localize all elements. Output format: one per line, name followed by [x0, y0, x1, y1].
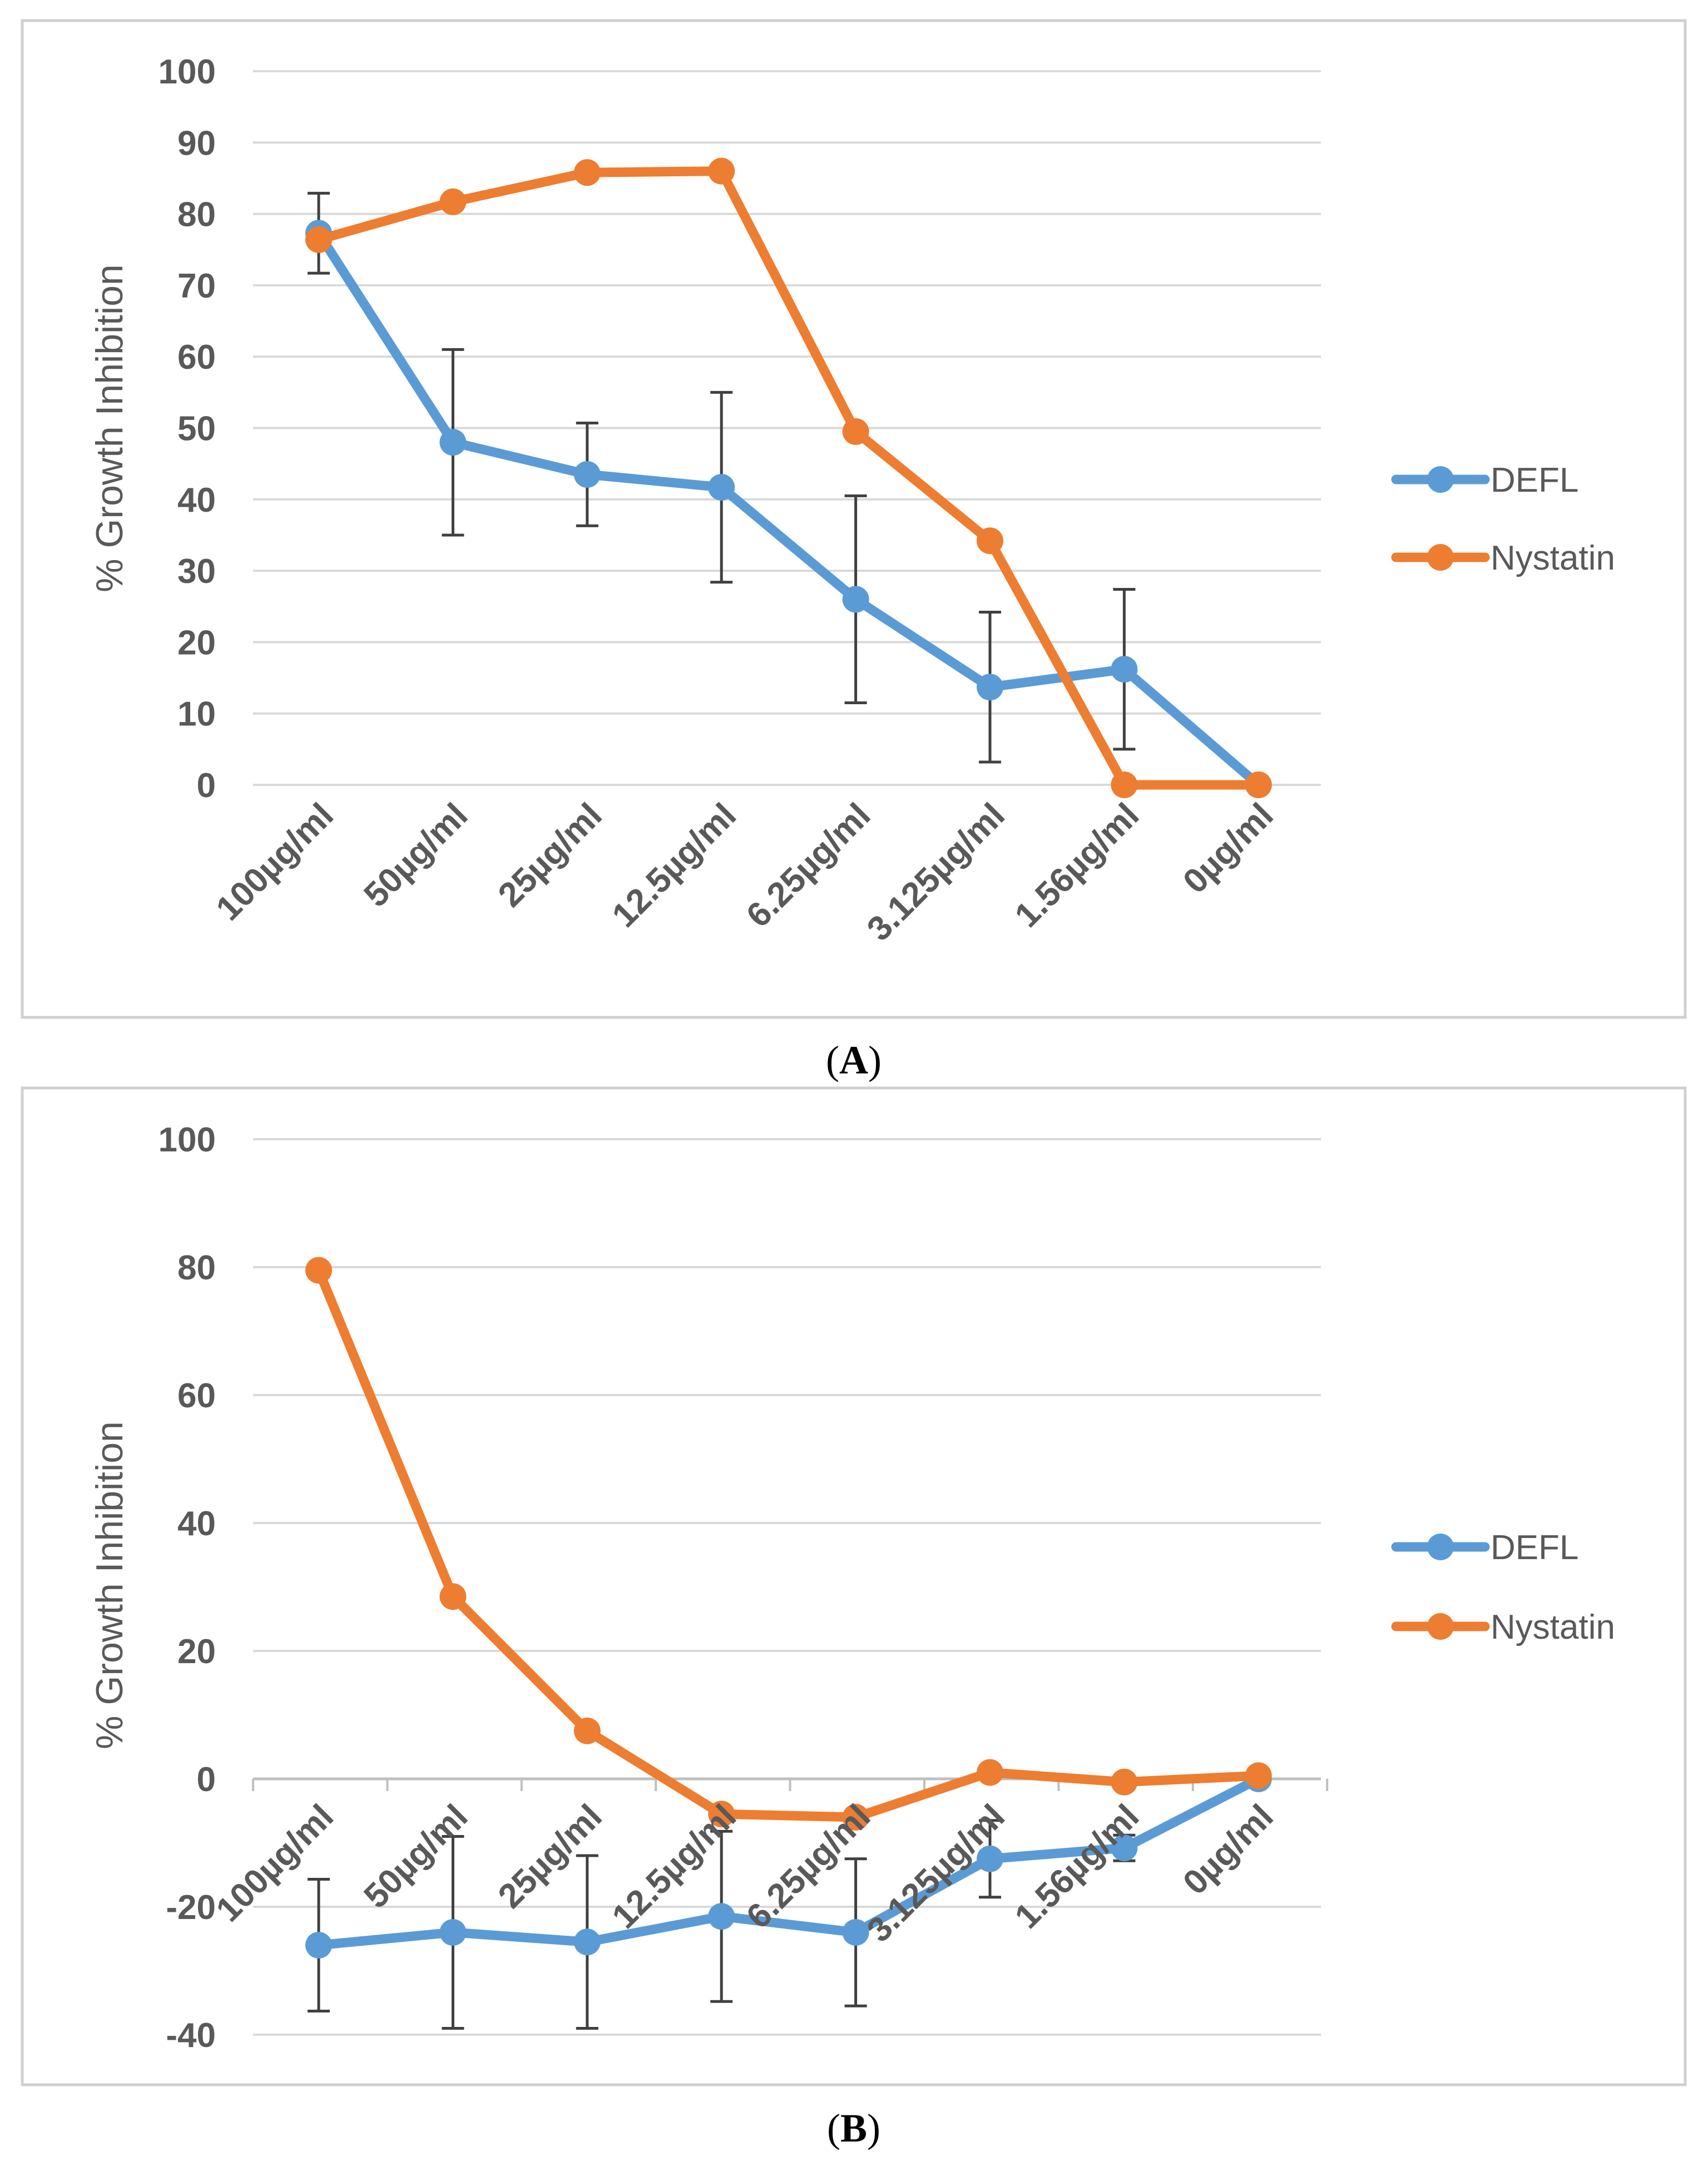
chart-b-y-axis-title: % Growth Inhibition	[88, 1421, 131, 1749]
data-point-defl	[708, 473, 735, 501]
series-nystatin	[305, 1257, 1272, 1831]
legend-swatch-marker	[1427, 1534, 1454, 1560]
chart-b-caption: (B)	[827, 2106, 880, 2150]
y-tick-label: 30	[177, 552, 216, 591]
chart-b-y-ticks: -40 -20 0 20 40 60 80 100	[159, 1121, 216, 2055]
chart-a-gridlines	[253, 70, 1321, 786]
chart-a-y-ticks: 0 10 20 30 40 50 60 70 80 90 100	[159, 53, 216, 805]
legend-swatch-marker	[1427, 1613, 1454, 1640]
y-tick-label: 20	[177, 624, 216, 662]
y-tick-label: 90	[177, 124, 216, 162]
legend-item-nystatin: Nystatin	[1391, 539, 1615, 577]
data-point-nystatin	[439, 188, 467, 215]
y-tick-label: 20	[177, 1633, 216, 1671]
data-point-nystatin	[708, 1801, 735, 1828]
chart-b-frame	[21, 1086, 1687, 2086]
data-point-defl	[977, 674, 1003, 701]
data-point-nystatin	[573, 1717, 601, 1744]
data-point-defl	[573, 461, 601, 488]
legend-item-nystatin: Nystatin	[1391, 1608, 1615, 1646]
chart-a-frame	[21, 19, 1687, 1019]
y-tick-label: 60	[177, 1377, 216, 1415]
data-point-nystatin	[977, 527, 1003, 555]
data-point-defl	[708, 1903, 735, 1930]
data-point-nystatin	[977, 1759, 1003, 1786]
data-point-defl	[842, 586, 869, 613]
y-tick-label: 100	[159, 1121, 216, 1159]
y-tick-label: -20	[166, 1888, 216, 1927]
y-tick-label: 80	[177, 1249, 216, 1287]
y-tick-label: 40	[177, 1505, 216, 1543]
chart-a-caption: (A)	[826, 1038, 882, 1082]
data-point-defl	[977, 1845, 1003, 1872]
data-point-nystatin	[439, 1583, 467, 1610]
legend-label: Nystatin	[1491, 539, 1615, 577]
chart-b-series	[305, 1257, 1272, 2030]
data-point-defl	[1111, 656, 1138, 683]
data-point-defl	[305, 1932, 332, 1959]
data-point-nystatin	[842, 418, 869, 445]
series-line-nystatin	[314, 1265, 1264, 1822]
legend-swatch-marker	[1427, 544, 1454, 571]
y-tick-label: 80	[177, 196, 216, 234]
legend-label: Nystatin	[1491, 1608, 1615, 1646]
series-nystatin	[305, 157, 1272, 798]
legend-item-defl: DEFL	[1391, 1529, 1578, 1567]
legend-item-defl: DEFL	[1391, 461, 1578, 500]
legend-label: DEFL	[1491, 461, 1578, 500]
data-point-nystatin	[1245, 1762, 1272, 1789]
y-tick-label: 70	[177, 267, 216, 305]
data-point-nystatin	[842, 1804, 869, 1831]
data-point-defl	[573, 1928, 601, 1956]
y-tick-label: 50	[177, 410, 216, 448]
y-tick-label: 10	[177, 695, 216, 734]
chart-a-series	[305, 157, 1272, 798]
series-line-nystatin	[314, 166, 1264, 790]
y-tick-label: -40	[166, 2016, 216, 2055]
y-tick-label: 40	[177, 481, 216, 520]
data-point-nystatin	[708, 157, 735, 185]
data-point-nystatin	[1111, 772, 1138, 798]
chart-b-legend: DEFL Nystatin	[1391, 1529, 1615, 1646]
data-point-nystatin	[1111, 1768, 1138, 1796]
data-point-nystatin	[1245, 772, 1272, 798]
data-point-nystatin	[573, 159, 601, 186]
data-point-defl	[439, 1919, 467, 1946]
chart-a-y-axis-title: % Growth Inhibition	[88, 264, 131, 592]
y-tick-label: 0	[197, 766, 216, 805]
y-tick-label: 0	[197, 1760, 216, 1799]
data-point-defl	[1111, 1834, 1138, 1862]
series-line-defl	[314, 228, 1264, 790]
chart-a-legend: DEFL Nystatin	[1391, 461, 1615, 577]
data-point-nystatin	[305, 1257, 332, 1284]
legend-label: DEFL	[1491, 1529, 1578, 1567]
series-line-defl	[314, 1774, 1264, 1950]
y-tick-label: 100	[159, 53, 216, 91]
data-point-defl	[842, 1919, 869, 1946]
data-point-defl	[439, 429, 467, 456]
legend-swatch-marker	[1427, 466, 1454, 493]
y-tick-label: 60	[177, 338, 216, 377]
data-point-nystatin	[305, 226, 332, 253]
